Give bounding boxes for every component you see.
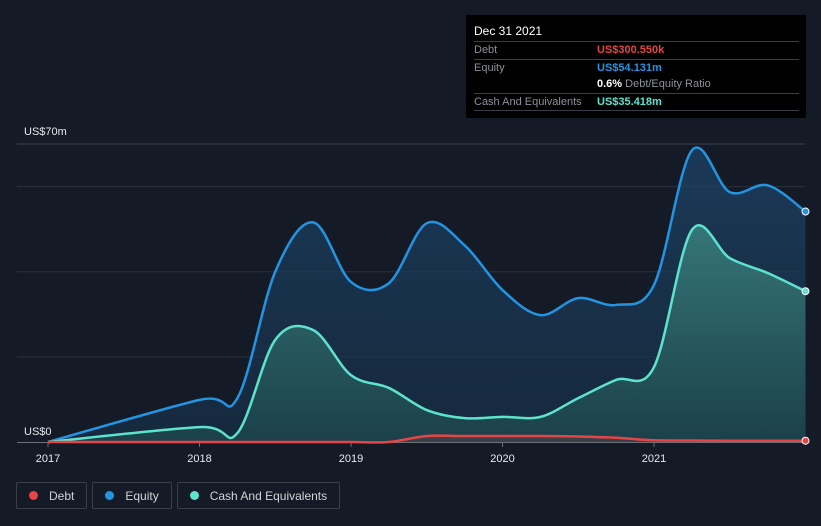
equity-end-point (801, 207, 810, 216)
tooltip-value: US$35.418m (597, 95, 662, 108)
cash-and-equivalents-area (48, 225, 806, 442)
x-tick-label: 2018 (187, 453, 211, 465)
legend-label: Cash And Equivalents (209, 488, 328, 503)
legend-label: Debt (49, 488, 75, 503)
equity-area (48, 147, 806, 442)
equity-dot-icon (105, 491, 115, 500)
ratio-label: Debt/Equity Ratio (625, 78, 711, 90)
legend-debt[interactable]: Debt (16, 482, 88, 509)
legend-cash[interactable]: Cash And Equivalents (176, 482, 341, 509)
legend-equity[interactable]: Equity (92, 482, 172, 509)
y-tick-label-min: US$0 (24, 426, 52, 438)
tooltip-row-equity: Equity US$54.131m (474, 60, 799, 77)
x-tick-label: 2020 (490, 453, 514, 465)
x-tick-label: 2021 (642, 453, 666, 465)
tooltip-row-ratio: 0.6% Debt/Equity Ratio (474, 76, 799, 94)
tooltip-label: Equity (474, 61, 505, 74)
tooltip-row-debt: Debt US$300.550k (474, 42, 799, 60)
x-tick-label: 2019 (339, 453, 363, 465)
x-tick-label: 2017 (36, 453, 60, 465)
equity-line (47, 146, 807, 444)
debt-line (48, 434, 806, 444)
legend-label: Equity (125, 488, 159, 503)
cash-and-equivalents-line (47, 224, 807, 444)
ratio-value: 0.6% (597, 78, 623, 90)
cash-and-equivalents-end-point (801, 287, 810, 296)
tooltip-row-cash: Cash And Equivalents US$35.418m (474, 94, 799, 111)
tooltip-label: Debt (474, 44, 498, 56)
tooltip: Dec 31 2021 Debt US$300.550k Equity US$5… (466, 15, 806, 118)
debt-area (48, 435, 806, 443)
tooltip-value: US$54.131m (597, 61, 662, 74)
tooltip-spacer (474, 76, 597, 93)
y-tick-label-max: US$70m (24, 126, 67, 138)
tooltip-label: Cash And Equivalents (474, 95, 582, 108)
tooltip-date: Dec 31 2021 (474, 23, 799, 42)
cash-dot-icon (189, 491, 199, 500)
legend: Debt Equity Cash And Equivalents (16, 482, 341, 509)
debt-dot-icon (29, 491, 38, 500)
debt-end-point (801, 436, 810, 445)
tooltip-value: US$300.550k (597, 44, 665, 56)
